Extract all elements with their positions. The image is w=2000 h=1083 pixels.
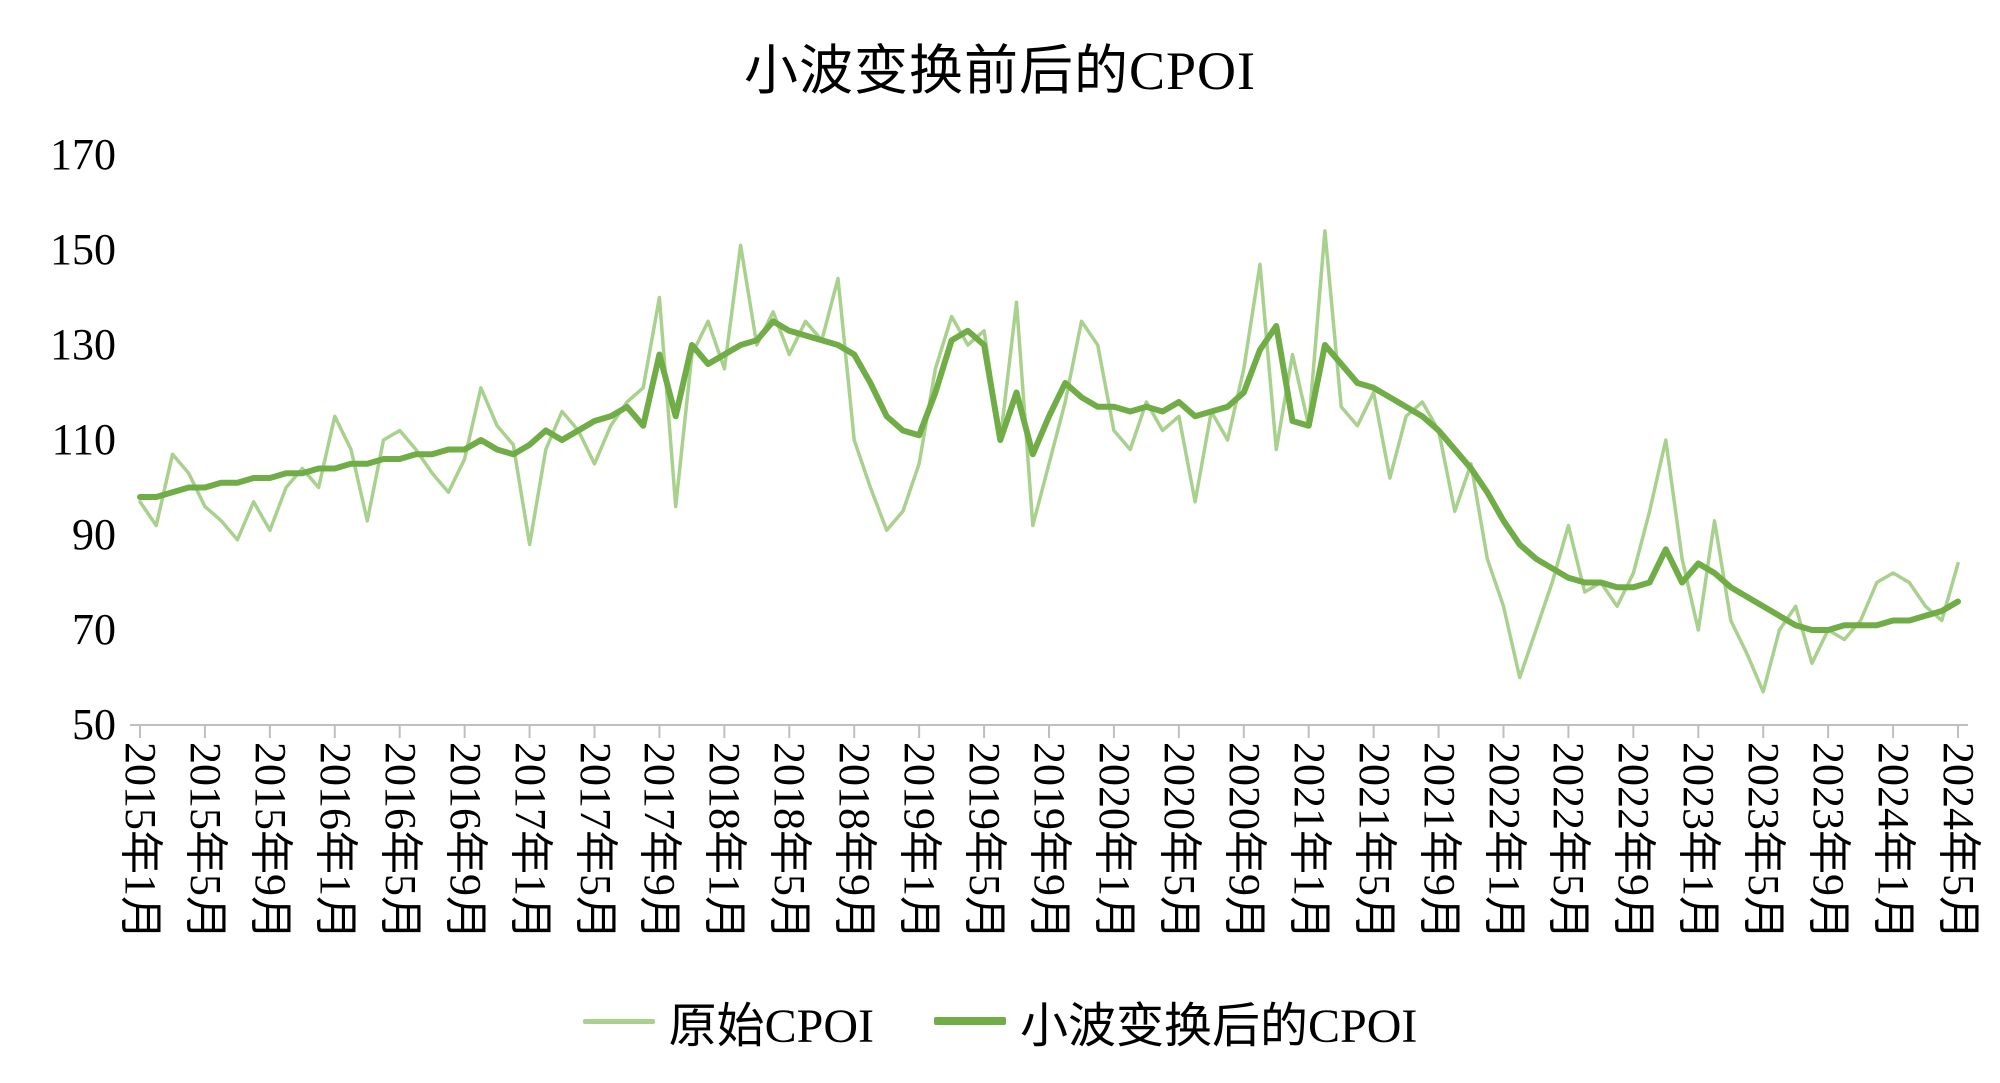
y-axis-label: 170 — [50, 130, 116, 179]
x-axis-label: 2015年5月 — [180, 742, 230, 940]
x-axis-label: 2024年5月 — [1934, 742, 1983, 940]
x-axis-label: 2024年1月 — [1869, 742, 1919, 940]
x-axis-label: 2023年1月 — [1674, 742, 1724, 940]
x-axis-label: 2021年1月 — [1284, 742, 1334, 940]
x-axis-label: 2022年9月 — [1609, 742, 1659, 940]
x-axis-label: 2020年1月 — [1089, 742, 1139, 940]
x-axis-label: 2020年5月 — [1154, 742, 1204, 940]
y-axis-label: 70 — [72, 605, 116, 654]
y-axis-label: 130 — [50, 320, 116, 369]
x-axis-label: 2022年1月 — [1479, 742, 1529, 940]
x-axis-label: 2020年9月 — [1219, 742, 1269, 940]
x-axis-label: 2017年5月 — [570, 742, 620, 940]
legend-swatch-raw-cpoi — [582, 1018, 655, 1024]
x-axis-label: 2018年1月 — [700, 742, 750, 940]
x-axis-label: 2016年9月 — [440, 742, 490, 940]
y-axis-label: 50 — [72, 700, 116, 749]
x-axis-label: 2023年5月 — [1739, 742, 1789, 940]
x-axis-label: 2019年1月 — [895, 742, 945, 940]
y-axis-label: 110 — [51, 415, 116, 464]
legend-label-wavelet-cpoi: 小波变换后的CPOI — [1020, 1000, 1418, 1053]
x-axis-label: 2015年1月 — [116, 742, 165, 940]
x-axis-label: 2017年1月 — [505, 742, 555, 940]
x-axis-label: 2019年9月 — [1025, 742, 1074, 940]
x-axis-label: 2019年5月 — [960, 742, 1010, 940]
x-axis-label: 2016年5月 — [375, 742, 425, 940]
x-axis-label: 2021年9月 — [1414, 742, 1464, 940]
x-axis-label: 2015年9月 — [245, 742, 295, 940]
x-axis-label: 2018年5月 — [765, 742, 815, 940]
y-axis-label: 150 — [50, 225, 116, 274]
legend: 原始CPOI 小波变换后的CPOI — [0, 986, 2000, 1056]
x-axis-label: 2023年9月 — [1804, 742, 1854, 940]
x-axis-label: 2018年9月 — [830, 742, 880, 940]
x-axis-label: 2016年1月 — [310, 742, 360, 940]
x-axis-label: 2022年5月 — [1544, 742, 1594, 940]
x-axis-label: 2021年5月 — [1349, 742, 1399, 940]
chart-title: 小波变换前后的CPOI — [743, 41, 1257, 101]
legend-swatch-wavelet-cpoi — [934, 1017, 1006, 1025]
legend-label-raw-cpoi: 原始CPOI — [668, 1000, 874, 1053]
y-axis-label: 90 — [72, 510, 116, 559]
x-axis-label: 2017年9月 — [635, 742, 685, 940]
